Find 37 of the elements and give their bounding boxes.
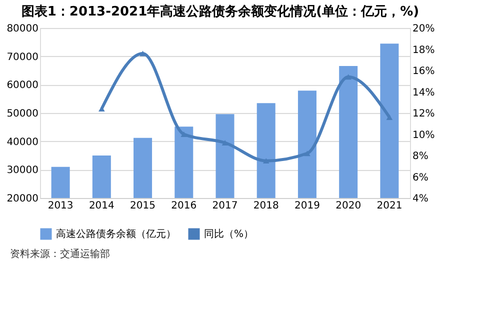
x-tick-label: 2020 bbox=[336, 200, 362, 212]
point bbox=[98, 106, 105, 112]
y-tick-label: 20000 bbox=[6, 194, 38, 204]
point bbox=[386, 114, 393, 120]
y2-tick-label: 16% bbox=[412, 66, 435, 77]
y2-tick-label: 6% bbox=[412, 172, 428, 184]
y2-tick-label: 4% bbox=[412, 194, 428, 204]
x-tick-label: 2015 bbox=[130, 200, 156, 212]
point bbox=[304, 150, 310, 156]
point bbox=[345, 74, 352, 80]
point bbox=[262, 158, 270, 164]
y-tick-label: 80000 bbox=[6, 24, 38, 34]
point bbox=[140, 50, 146, 56]
y-tick-label: 60000 bbox=[6, 80, 38, 92]
chart-title: 图表1：2013-2021年高速公路债务余额变化情况(单位：亿元，%) bbox=[21, 4, 420, 20]
point bbox=[180, 132, 188, 137]
text: 资料来源：交通运输部 bbox=[10, 248, 110, 260]
y-tick-label: 50000 bbox=[6, 108, 38, 120]
x-tick-label: 2019 bbox=[294, 200, 320, 212]
y-tick-label: 40000 bbox=[6, 136, 38, 148]
x-tick-label: 2016 bbox=[171, 200, 197, 212]
y2-tick-label: 18% bbox=[412, 44, 435, 56]
y2-tick-label: 8% bbox=[412, 151, 428, 162]
y-tick-label: 30000 bbox=[6, 165, 38, 176]
x-tick-label: 2013 bbox=[48, 200, 74, 212]
point bbox=[222, 140, 228, 146]
y-tick-label: 70000 bbox=[6, 52, 38, 63]
legend-label: 同比（%） bbox=[204, 228, 254, 240]
y2-tick-label: 14% bbox=[412, 87, 435, 98]
y2-tick-label: 12% bbox=[412, 108, 435, 120]
y2-tick-label: 10% bbox=[412, 130, 435, 141]
x-tick-label: 2017 bbox=[212, 200, 238, 212]
x-tick-label: 2021 bbox=[376, 200, 402, 212]
x-tick-label: 2018 bbox=[253, 200, 279, 212]
y2-tick-label: 20% bbox=[412, 24, 435, 34]
legend-label: 高速公路债务余额（亿元） bbox=[56, 228, 176, 240]
x-tick-label: 2014 bbox=[88, 200, 114, 212]
